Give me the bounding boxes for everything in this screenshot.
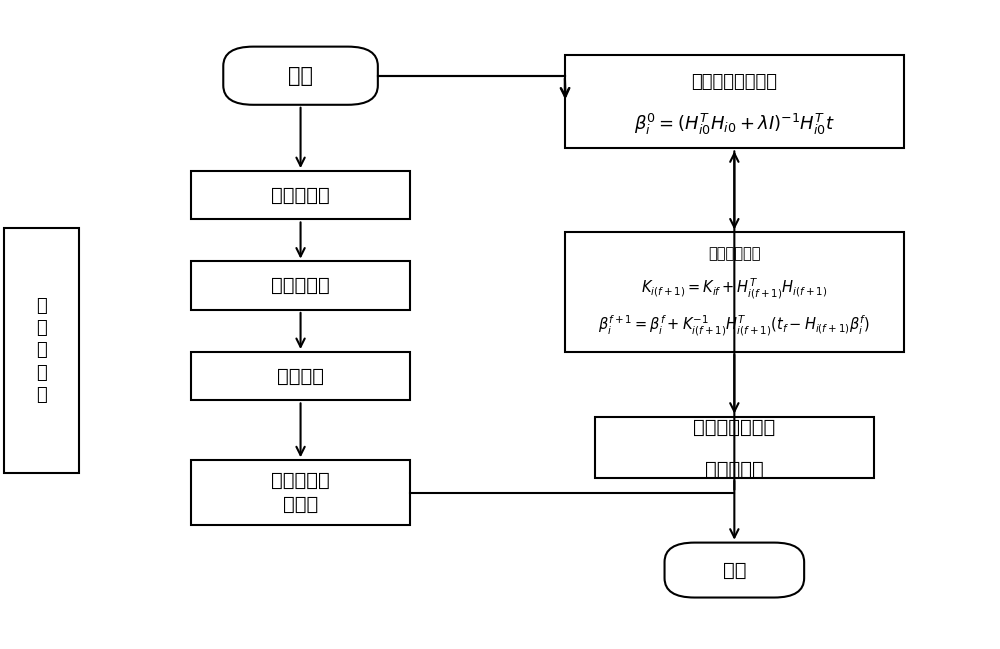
FancyBboxPatch shape	[4, 228, 79, 473]
Text: 输出层权重初始化: 输出层权重初始化	[691, 73, 777, 91]
Text: 在线逆归学习: 在线逆归学习	[708, 246, 761, 261]
Text: 神经网络参
数设置: 神经网络参 数设置	[271, 471, 330, 514]
FancyBboxPatch shape	[665, 543, 804, 598]
Text: 低通滤波: 低通滤波	[277, 367, 324, 386]
Text: $\beta_i^0 = (H_{i0}^T H_{i0} + \lambda I)^{-1} H_{i0}^T t$: $\beta_i^0 = (H_{i0}^T H_{i0} + \lambda …	[634, 112, 835, 137]
Text: 输出求均值: 输出求均值	[705, 460, 764, 480]
FancyBboxPatch shape	[191, 171, 410, 219]
Text: 开始: 开始	[288, 66, 313, 86]
FancyBboxPatch shape	[595, 417, 874, 478]
FancyBboxPatch shape	[565, 232, 904, 352]
Text: 结束: 结束	[723, 561, 746, 580]
FancyBboxPatch shape	[191, 352, 410, 400]
Text: $K_{i(f+1)} = K_{if} + H_{i(f+1)}^T H_{i(f+1)}$: $K_{i(f+1)} = K_{if} + H_{i(f+1)}^T H_{i…	[641, 277, 828, 301]
Text: $\beta_i^{f+1} = \beta_i^f + K_{i(f+1)}^{-1} H_{i(f+1)}^T (t_f - H_{i(f+1)}\beta: $\beta_i^{f+1} = \beta_i^f + K_{i(f+1)}^…	[598, 313, 870, 338]
Text: 异常值剔除: 异常值剔除	[271, 276, 330, 295]
FancyBboxPatch shape	[223, 47, 378, 104]
FancyBboxPatch shape	[191, 262, 410, 310]
Text: 多神经网络预测: 多神经网络预测	[693, 419, 775, 437]
Text: 数据归一化: 数据归一化	[271, 186, 330, 204]
FancyBboxPatch shape	[191, 460, 410, 525]
Text: 数
据
预
处
理: 数 据 预 处 理	[36, 297, 47, 404]
FancyBboxPatch shape	[565, 55, 904, 149]
